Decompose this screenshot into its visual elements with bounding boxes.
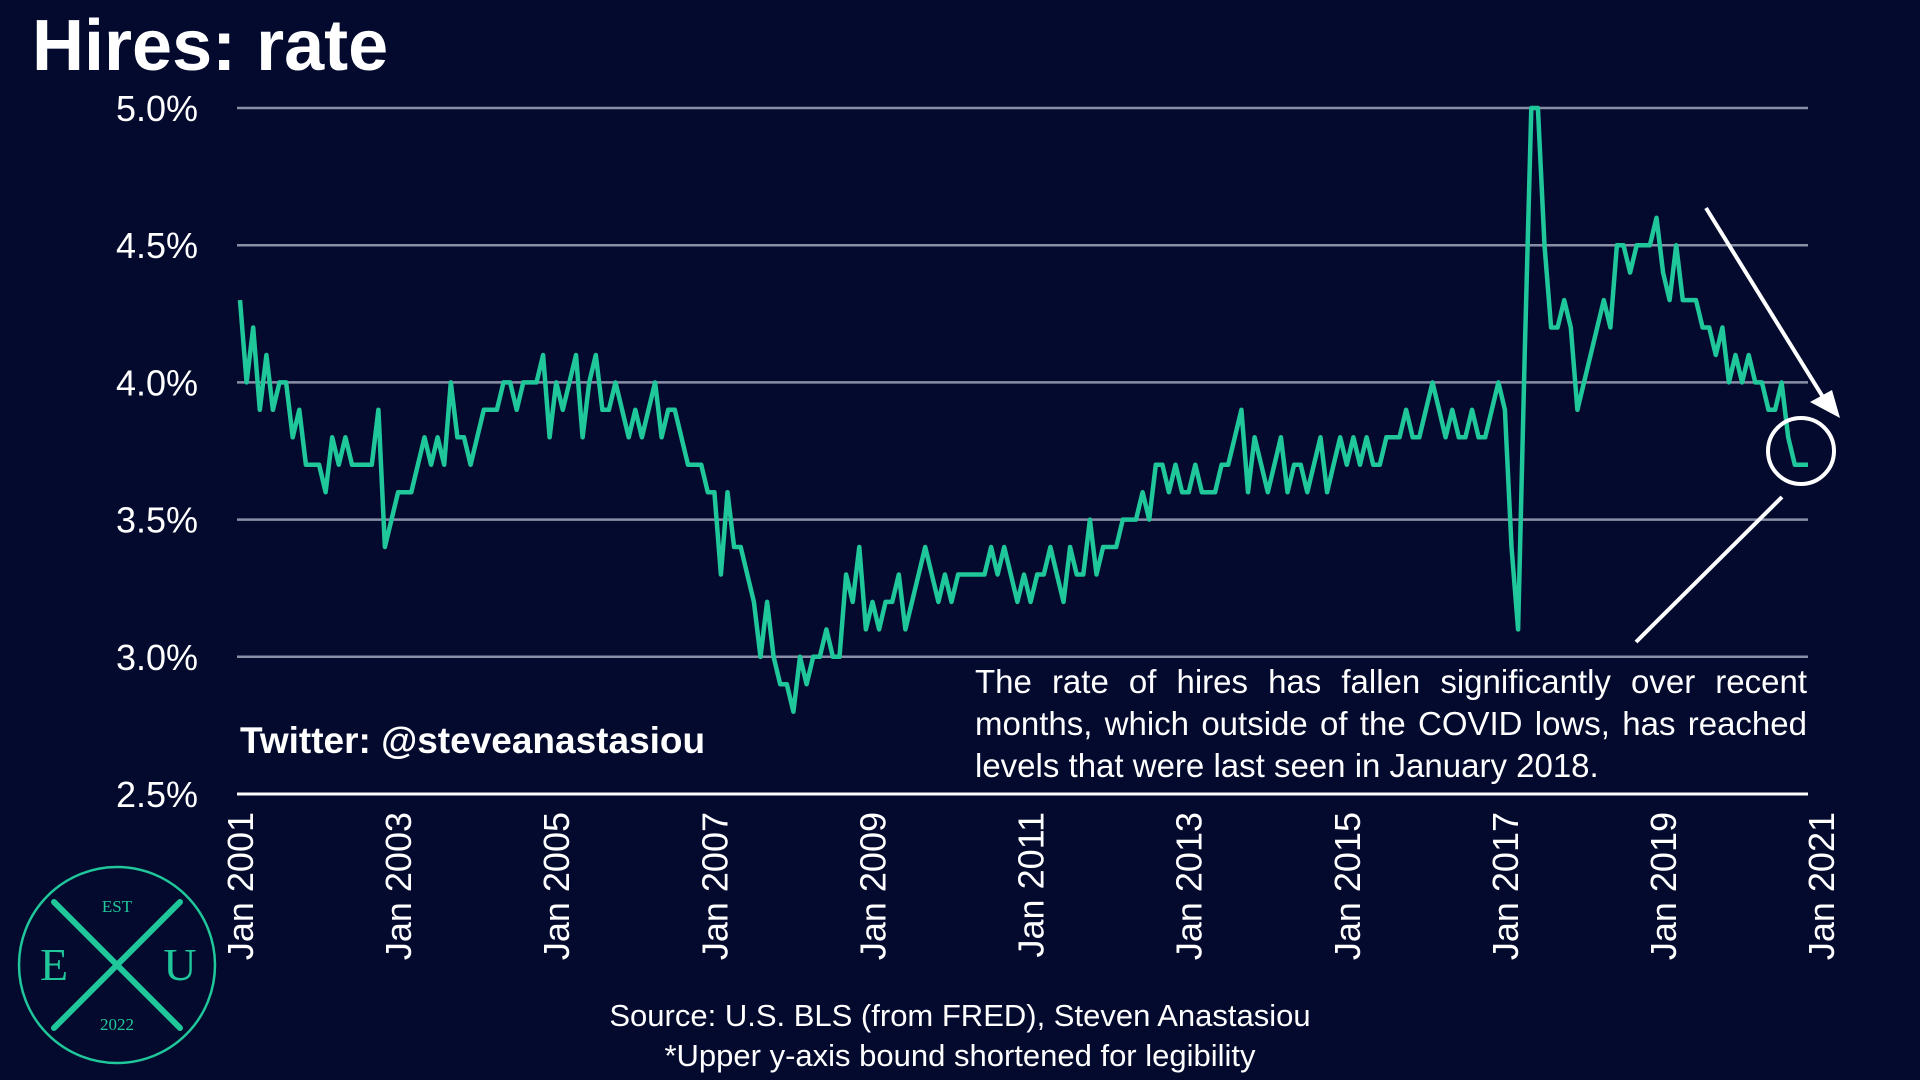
chart-title: Hires: rate — [32, 6, 389, 86]
x-tick-label: Jan 2003 — [378, 812, 419, 960]
callout-line — [1634, 495, 1784, 644]
highlight-circle — [1766, 416, 1836, 486]
y-tick-label: 3.5% — [116, 500, 198, 541]
x-tick-label: Jan 2019 — [1643, 812, 1684, 960]
y-tick-label: 3.0% — [116, 637, 198, 678]
source-note: Source: U.S. BLS (from FRED), Steven Ana… — [400, 996, 1520, 1076]
y-tick-label: 4.5% — [116, 225, 198, 266]
y-tick-label: 4.0% — [116, 362, 198, 403]
logo-est: EST — [102, 897, 133, 916]
annotation-text: The rate of hires has fallen significant… — [975, 663, 1807, 784]
x-tick-label: Jan 2013 — [1169, 812, 1210, 960]
axis-note: *Upper y-axis bound shortened for legibi… — [664, 1038, 1256, 1073]
x-tick-label: Jan 2017 — [1485, 812, 1526, 960]
x-tick-label: Jan 2005 — [536, 812, 577, 960]
x-tick-label: Jan 2021 — [1801, 812, 1842, 960]
x-tick-label: Jan 2011 — [1011, 812, 1052, 957]
logo-year: 2022 — [100, 1015, 134, 1034]
y-axis-ticks: 5.0% 4.5% 4.0% 3.5% 3.0% 2.5% — [116, 88, 198, 815]
x-tick-label: Jan 2007 — [694, 812, 735, 960]
x-axis-ticks: Jan 2001 Jan 2003 Jan 2005 Jan 2007 Jan 2009… — [220, 812, 1842, 960]
logo-e: E — [40, 939, 68, 990]
arrow-head — [1810, 390, 1840, 418]
grid-lines — [237, 106, 1808, 796]
x-tick-label: Jan 2001 — [220, 812, 261, 960]
y-tick-label: 5.0% — [116, 88, 198, 129]
y-tick-label: 2.5% — [116, 774, 198, 815]
x-tick-label: Jan 2015 — [1327, 812, 1368, 960]
exu-logo: EST E U 2022 — [17, 865, 217, 1065]
twitter-handle: Twitter: @steveanastasiou — [240, 720, 706, 761]
arrow-down — [1704, 206, 1828, 404]
logo-u: U — [163, 939, 196, 990]
source-line: Source: U.S. BLS (from FRED), Steven Ana… — [609, 998, 1311, 1033]
series-line — [237, 105, 1808, 714]
x-tick-label: Jan 2009 — [852, 812, 893, 960]
